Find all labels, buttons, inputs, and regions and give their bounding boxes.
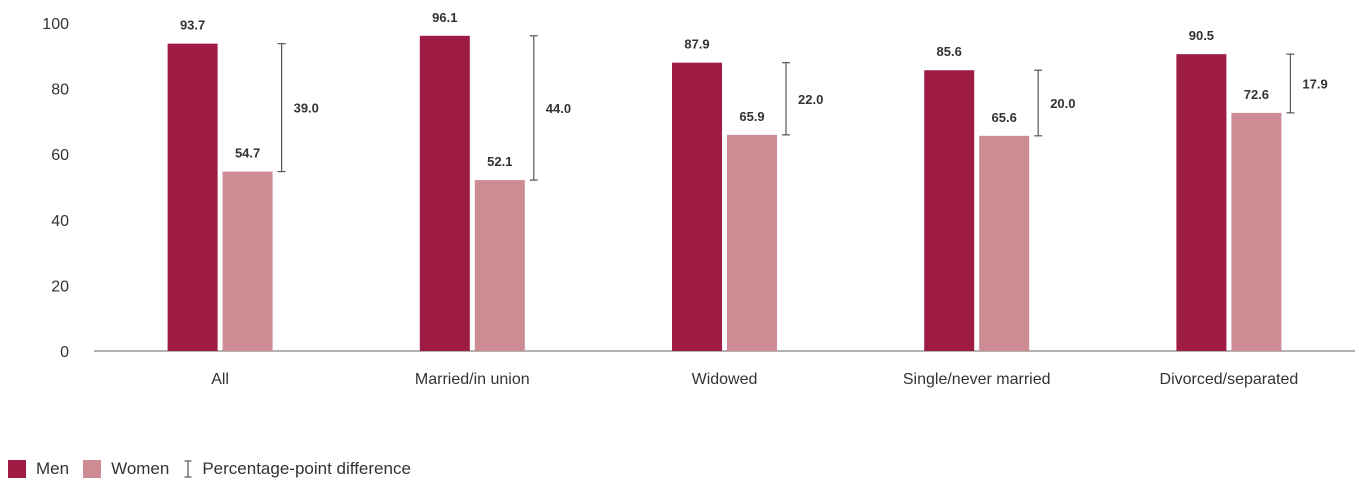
x-category-label: Married/in union — [415, 371, 530, 388]
bar-women — [474, 180, 525, 351]
data-label-women: 65.6 — [992, 110, 1017, 125]
legend-item-women: Women — [83, 459, 169, 479]
legend-label-men: Men — [36, 459, 70, 478]
legend-swatch-men — [8, 460, 26, 478]
y-tick-label: 80 — [51, 82, 69, 99]
bar-men — [672, 62, 722, 352]
error-bar-icon — [184, 460, 192, 478]
data-label-women: 52.1 — [487, 154, 512, 169]
bar-chart: 0 20 40 60 80 100 93.7 54.7 39.0 All 96.1 52.1 44.0 M… — [42, 10, 1355, 388]
data-label-women: 72.6 — [1244, 87, 1269, 102]
legend-item-difference: Percentage-point difference — [183, 459, 411, 479]
legend-swatch-women — [83, 460, 102, 478]
x-category-label: Widowed — [692, 371, 758, 388]
y-tick-label: 100 — [42, 16, 69, 33]
legend-item-men: Men — [8, 459, 69, 479]
data-label-men: 87.9 — [684, 37, 709, 52]
y-tick-label: 40 — [51, 213, 69, 230]
data-label-men: 85.6 — [937, 44, 962, 59]
bar-men — [167, 43, 218, 351]
difference-label: 22.0 — [798, 92, 823, 107]
bar-women — [727, 134, 777, 351]
legend-label-difference: Percentage-point difference — [202, 459, 411, 478]
y-tick-label: 20 — [51, 278, 69, 295]
difference-label: 39.0 — [294, 101, 319, 116]
bar-women — [1231, 112, 1282, 351]
data-label-men: 96.1 — [432, 10, 457, 25]
bar-women — [979, 135, 1030, 351]
bar-women — [222, 171, 273, 351]
data-label-women: 54.7 — [235, 146, 260, 161]
difference-label: 20.0 — [1050, 96, 1075, 111]
chart-legend: Men Women Percentage-point difference — [8, 459, 425, 479]
legend-label-women: Women — [111, 459, 170, 478]
x-category-label: Single/never married — [903, 371, 1051, 388]
y-tick-label: 60 — [51, 147, 69, 164]
x-category-label: Divorced/separated — [1160, 371, 1299, 388]
difference-label: 17.9 — [1302, 77, 1327, 92]
data-label-men: 93.7 — [180, 18, 205, 33]
bar-men — [419, 35, 470, 352]
bar-men — [1176, 54, 1227, 351]
data-label-women: 65.9 — [739, 109, 764, 124]
data-label-men: 90.5 — [1189, 28, 1214, 43]
x-category-label: All — [211, 371, 229, 388]
difference-label: 44.0 — [546, 101, 571, 116]
y-tick-label: 0 — [60, 344, 69, 361]
bar-men — [924, 70, 975, 352]
